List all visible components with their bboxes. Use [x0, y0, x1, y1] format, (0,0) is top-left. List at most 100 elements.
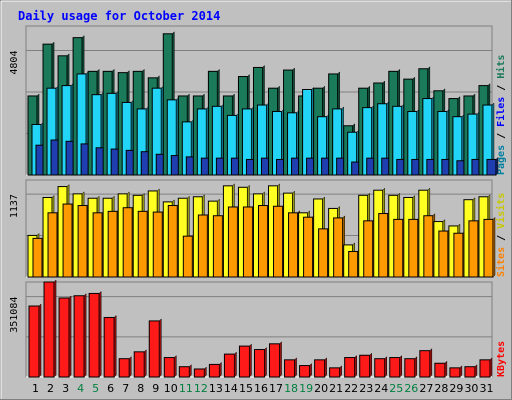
x-tick-label-day-31: 31 [479, 382, 493, 395]
bar-kbytes-day-6-side [113, 314, 117, 378]
bar-sites-day-24 [378, 213, 389, 278]
bar-sites-day-1 [32, 237, 43, 278]
x-tick-label-day-21: 21 [329, 382, 343, 395]
bar-sites-day-23 [363, 220, 374, 278]
x-tick-label-day-2: 2 [47, 382, 54, 395]
x-tick-label-day-26: 26 [404, 382, 418, 395]
bar-kbytes-day-26 [404, 358, 416, 378]
bar-kbytes-day-23 [359, 354, 371, 378]
bar-sites-day-31 [483, 218, 494, 278]
x-tick-label-day-13: 13 [209, 382, 223, 395]
bar-kbytes-day-28-side [444, 360, 448, 378]
bar-sites-day-19 [303, 216, 314, 278]
series-separator: / [496, 127, 507, 145]
x-tick-label-day-16: 16 [254, 382, 268, 395]
bar-kbytes-day-26-side [414, 356, 418, 378]
bar-sites-day-14 [227, 206, 238, 278]
bar-kbytes-day-15 [238, 345, 250, 378]
bar-kbytes-day-30 [464, 366, 476, 378]
panel-3-series-label: KBytes [496, 341, 507, 377]
x-tick-label-day-19: 19 [299, 382, 313, 395]
x-tick-label-day-24: 24 [374, 382, 388, 395]
x-tick-label-day-23: 23 [359, 382, 373, 395]
x-tick-label-day-3: 3 [62, 382, 69, 395]
x-tick-label-day-4: 4 [77, 382, 84, 395]
series-label-kbytes: KBytes [496, 341, 507, 377]
bar-kbytes-day-30-side [474, 364, 478, 378]
panel-2-series-label: Sites / Visits [495, 193, 507, 277]
bar-kbytes-day-28 [434, 362, 446, 378]
bar-sites-day-21 [333, 217, 344, 278]
bar-kbytes-day-19 [299, 365, 311, 378]
bar-kbytes-day-6 [103, 316, 115, 378]
bar-kbytes-day-8-side [143, 349, 147, 378]
x-tick-label-day-25: 25 [389, 382, 403, 395]
bar-kbytes-day-17 [269, 343, 281, 378]
bar-sites-day-13 [212, 215, 223, 278]
bar-kbytes-day-21 [329, 367, 341, 378]
bar-kbytes-day-11-side [189, 364, 192, 378]
bar-kbytes-day-1-side [38, 303, 42, 378]
bar-kbytes-day-21-side [339, 365, 342, 378]
bar-kbytes-day-13 [208, 363, 220, 378]
bar-sites-day-17 [273, 205, 284, 278]
bar-kbytes-day-31 [479, 359, 491, 378]
series-label-sites: Sites [495, 247, 507, 277]
x-tick-label-day-10: 10 [164, 382, 178, 395]
bar-sites-day-3 [62, 203, 73, 278]
bar-pages-day-31 [486, 158, 497, 176]
x-tick-label-day-14: 14 [224, 382, 238, 395]
x-tick-label-day-20: 20 [314, 382, 328, 395]
bar-kbytes-day-29-side [459, 365, 463, 378]
bar-sites-day-15 [242, 206, 253, 278]
bar-sites-day-16 [257, 205, 268, 278]
bar-kbytes-day-19-side [309, 362, 312, 378]
bar-kbytes-day-24 [374, 358, 386, 378]
bar-kbytes-day-14-side [234, 351, 237, 378]
bar-kbytes-day-1 [28, 305, 40, 378]
bar-kbytes-day-22-side [354, 354, 357, 378]
bar-sites-day-8 [137, 210, 148, 278]
bar-sites-day-30 [468, 220, 479, 278]
x-tick-label-day-17: 17 [269, 382, 283, 395]
bar-kbytes-day-3 [58, 297, 70, 378]
bar-kbytes-day-10 [163, 357, 175, 378]
bar-sites-day-10 [167, 205, 178, 278]
bar-kbytes-day-22 [344, 357, 356, 378]
series-label-pages: Pages [496, 145, 507, 175]
bar-sites-day-25 [393, 218, 404, 278]
bar-sites-day-4 [77, 205, 88, 278]
bar-sites-day-11 [182, 235, 193, 278]
bar-sites-day-12 [197, 214, 208, 278]
bar-kbytes-day-17-side [279, 341, 282, 378]
x-tick-label-day-6: 6 [107, 382, 114, 395]
panel-1-ytick-label: 4804 [9, 51, 20, 75]
bar-sites-day-29 [453, 232, 464, 278]
x-tick-label-day-30: 30 [464, 382, 478, 395]
bar-kbytes-day-15-side [249, 343, 252, 378]
bar-kbytes-day-20 [314, 359, 326, 378]
bar-kbytes-day-12-side [204, 366, 207, 378]
bar-kbytes-day-24-side [384, 356, 387, 378]
bar-kbytes-day-9 [148, 320, 160, 378]
bar-kbytes-day-3-side [68, 295, 72, 378]
bar-sites-day-6 [107, 210, 118, 278]
x-tick-label-day-8: 8 [137, 382, 144, 395]
bar-kbytes-day-18 [284, 359, 296, 378]
bar-kbytes-day-23-side [369, 352, 372, 378]
x-tick-label-day-28: 28 [434, 382, 448, 395]
bar-sites-day-22 [348, 250, 359, 278]
series-label-files: Files [495, 97, 507, 127]
x-tick-label-day-29: 29 [449, 382, 463, 395]
bar-sites-day-31-side [492, 216, 496, 278]
x-tick-label-day-7: 7 [122, 382, 129, 395]
bar-sites-day-27 [423, 215, 434, 278]
bar-kbytes-day-12 [193, 368, 205, 378]
bar-sites-day-5 [92, 212, 103, 278]
series-separator: / [496, 229, 507, 247]
x-tick-label-day-18: 18 [284, 382, 298, 395]
bar-sites-day-2 [47, 212, 58, 278]
